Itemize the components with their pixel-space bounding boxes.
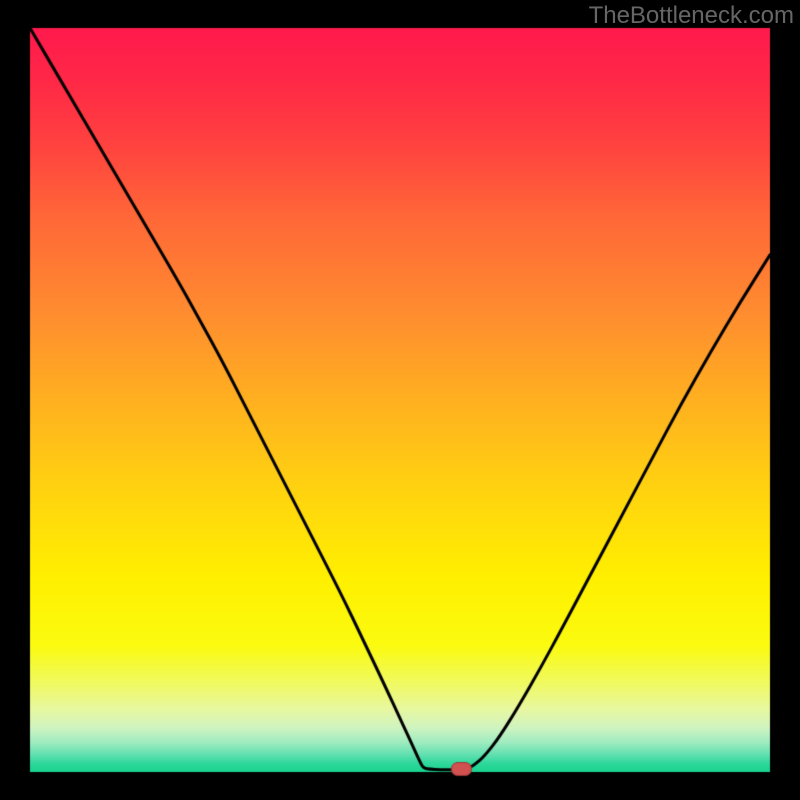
bottleneck-chart (0, 0, 800, 800)
watermark-text: TheBottleneck.com (589, 2, 794, 30)
